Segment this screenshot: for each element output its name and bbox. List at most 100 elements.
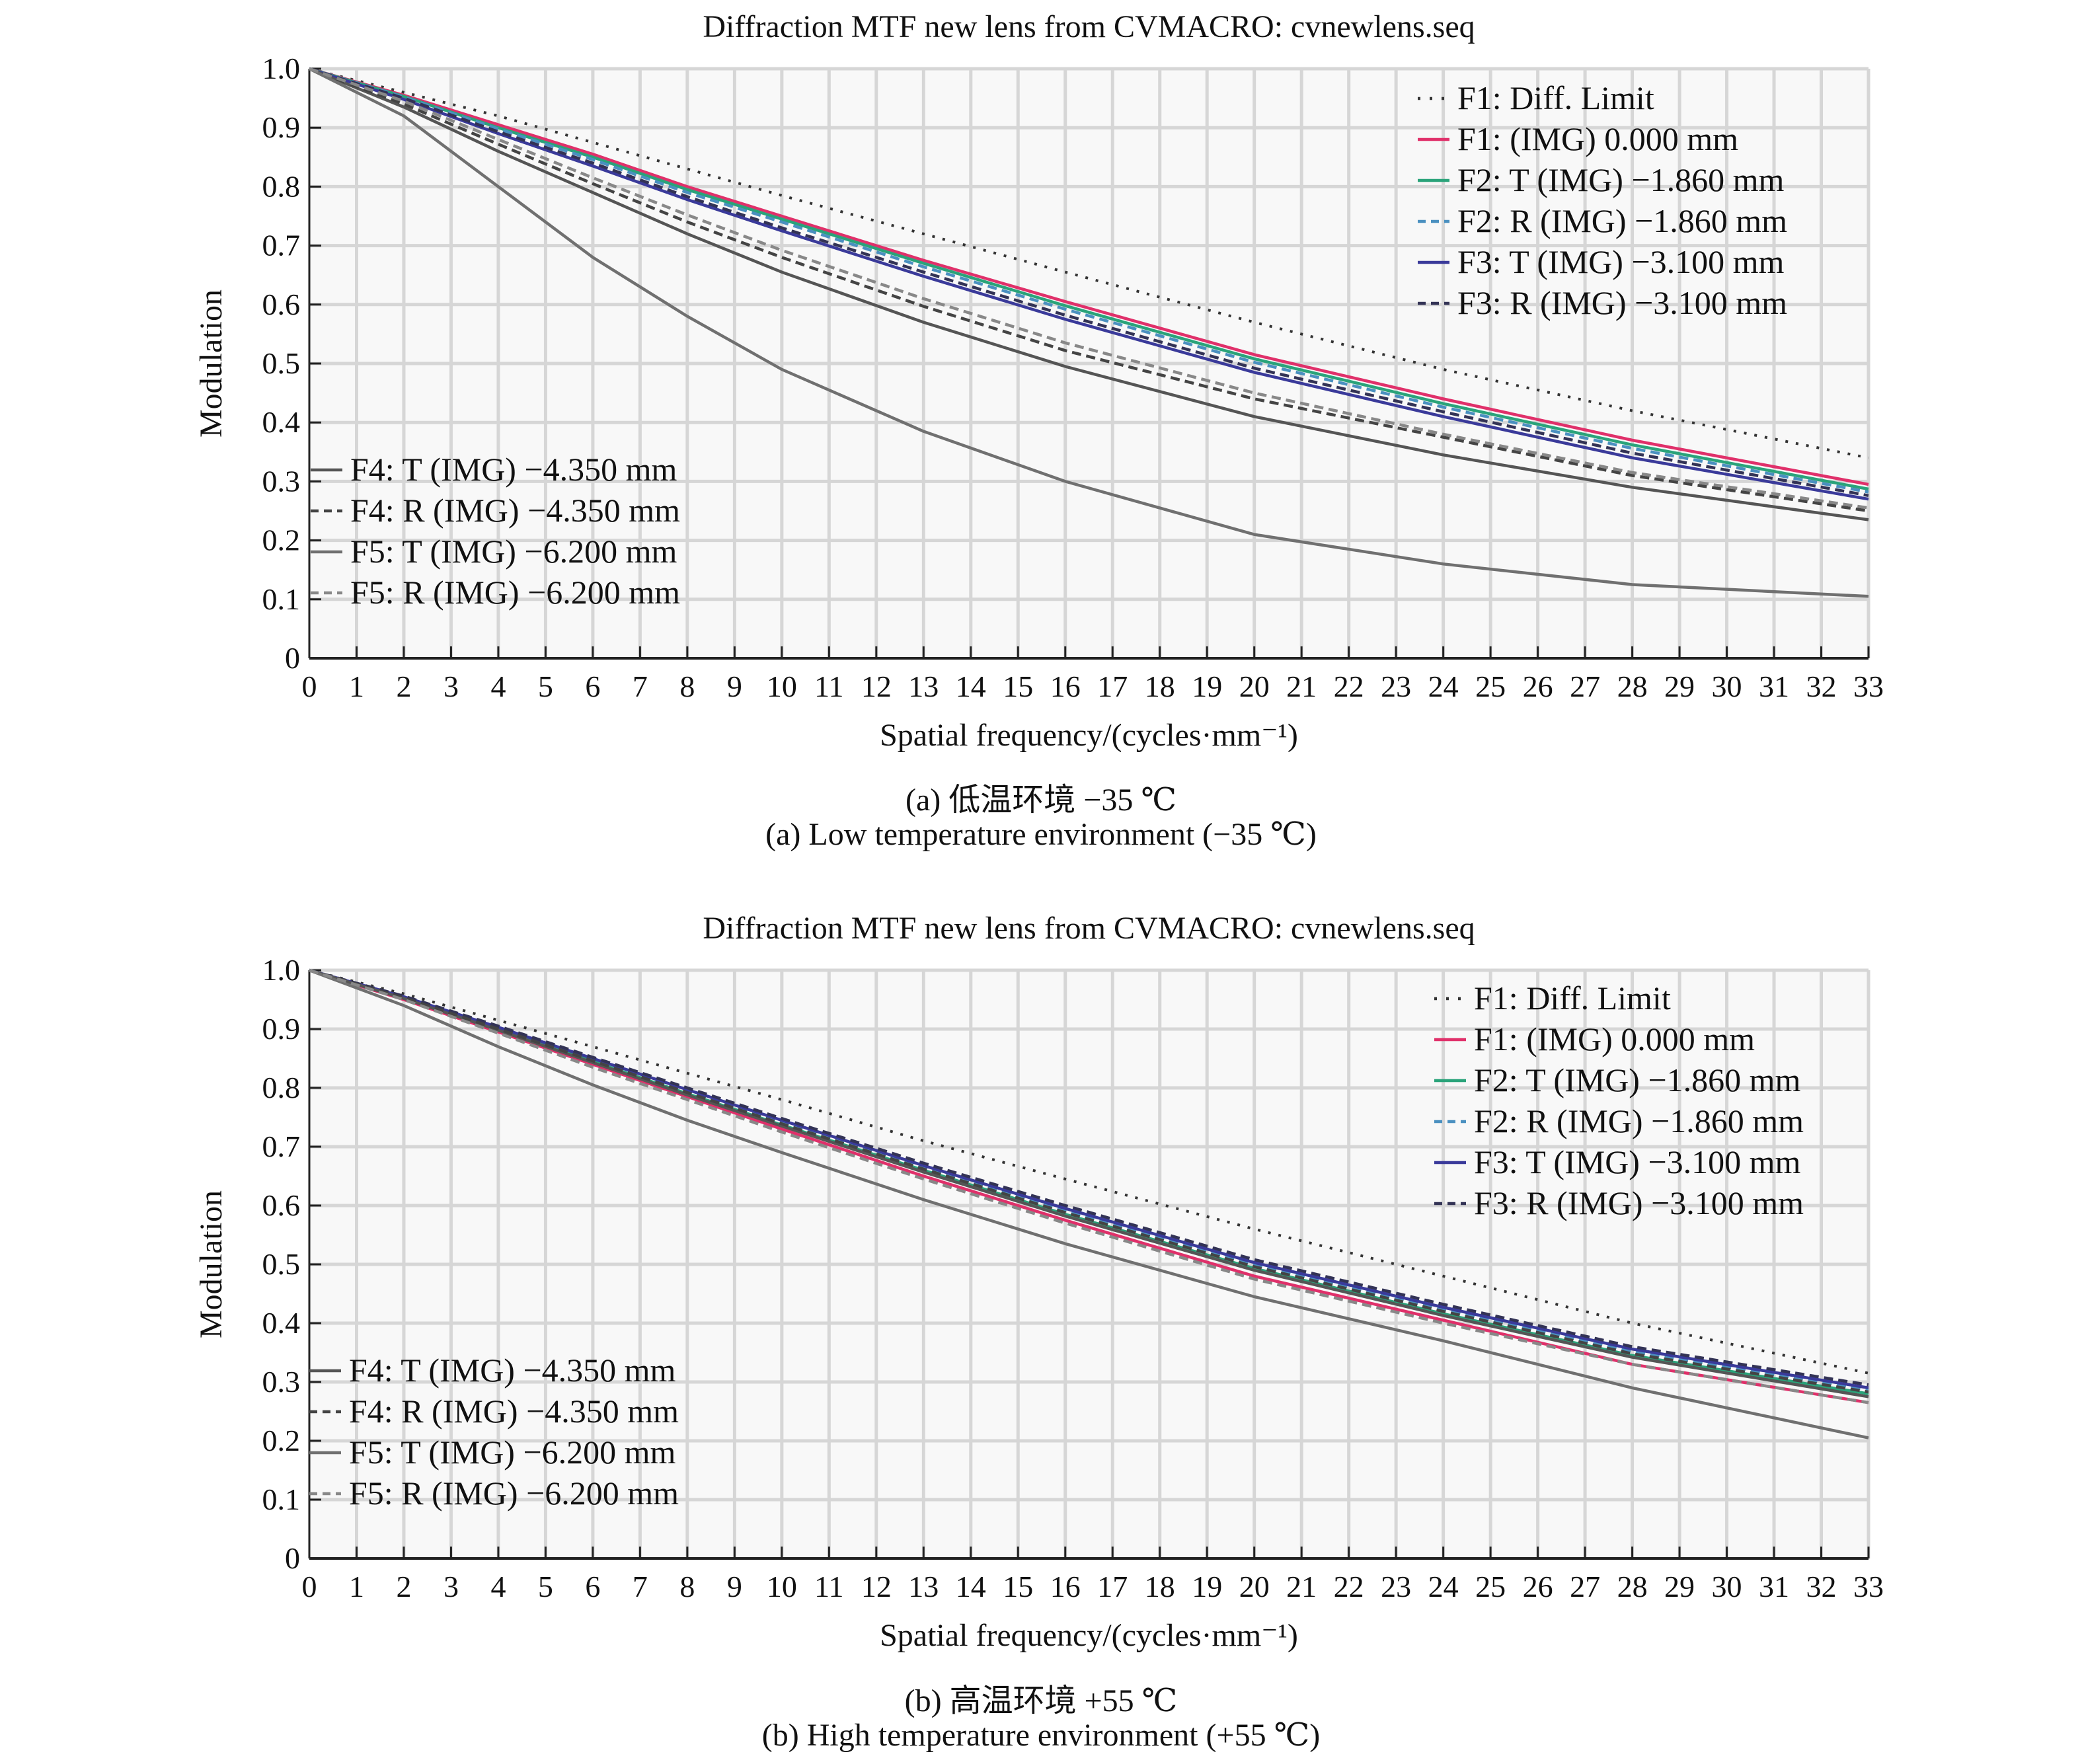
x-tick-label: 20 bbox=[1239, 1570, 1270, 1603]
x-tick-label: 4 bbox=[490, 670, 506, 703]
x-tick-label: 21 bbox=[1286, 670, 1317, 703]
x-tick-label: 15 bbox=[1003, 670, 1033, 703]
x-tick-label: 32 bbox=[1806, 670, 1837, 703]
series-line-7 bbox=[309, 968, 1869, 1394]
x-tick-label: 31 bbox=[1759, 1570, 1789, 1603]
legend-label: F3: T (IMG) −3.100 mm bbox=[1457, 243, 1785, 280]
legend-label: F2: T (IMG) −1.860 mm bbox=[1457, 161, 1785, 198]
x-tick-label: 27 bbox=[1570, 1570, 1600, 1603]
legend-label: F1: Diff. Limit bbox=[1457, 79, 1654, 116]
x-tick-label: 5 bbox=[538, 1570, 553, 1603]
x-tick-label: 11 bbox=[814, 1570, 843, 1603]
x-tick-label: 30 bbox=[1712, 670, 1742, 703]
x-tick-label: 13 bbox=[908, 1570, 939, 1603]
x-tick-label: 20 bbox=[1239, 670, 1270, 703]
x-tick-label: 2 bbox=[396, 670, 411, 703]
series-line-8 bbox=[309, 968, 1869, 1439]
legend-label: F1: (IMG) 0.000 mm bbox=[1457, 120, 1738, 157]
x-tick-label: 3 bbox=[443, 670, 459, 703]
x-tick-label: 33 bbox=[1853, 1570, 1884, 1603]
x-tick-label: 25 bbox=[1475, 1570, 1506, 1603]
y-tick-label: 0 bbox=[285, 1541, 300, 1575]
legend-label: F3: R (IMG) −3.100 mm bbox=[1457, 284, 1787, 321]
series-line-8 bbox=[308, 67, 1869, 598]
legend-label: F5: T (IMG) −6.200 mm bbox=[350, 533, 677, 570]
x-tick-label: 10 bbox=[767, 1570, 797, 1603]
series-line-5 bbox=[309, 968, 1869, 1387]
x-tick-label: 2 bbox=[396, 1570, 411, 1603]
x-tick-label: 15 bbox=[1003, 1570, 1033, 1603]
y-tick-label: 0.2 bbox=[262, 523, 301, 557]
x-tick-label: 28 bbox=[1617, 1570, 1648, 1603]
x-tick-label: 25 bbox=[1475, 670, 1506, 703]
series-line-0 bbox=[309, 67, 1869, 459]
x-tick-label: 13 bbox=[908, 670, 939, 703]
y-tick-label: 0.7 bbox=[262, 1130, 301, 1163]
x-tick-label: 0 bbox=[302, 1570, 317, 1603]
x-tick-label: 27 bbox=[1570, 670, 1600, 703]
y-tick-label: 0.3 bbox=[262, 1365, 301, 1399]
legend-label: F5: R (IMG) −6.200 mm bbox=[349, 1475, 679, 1512]
x-tick-label: 7 bbox=[633, 670, 648, 703]
x-tick-label: 18 bbox=[1145, 1570, 1175, 1603]
x-tick-label: 8 bbox=[679, 1570, 695, 1603]
y-axis-label: Modulation bbox=[194, 289, 229, 438]
x-tick-label: 33 bbox=[1853, 670, 1884, 703]
y-tick-label: 0.1 bbox=[262, 1482, 301, 1516]
x-tick-label: 19 bbox=[1192, 1570, 1222, 1603]
legend-label: F2: T (IMG) −1.860 mm bbox=[1474, 1061, 1801, 1098]
series-line-5 bbox=[309, 67, 1869, 498]
series-line-9 bbox=[309, 67, 1869, 510]
x-tick-label: 1 bbox=[349, 670, 364, 703]
x-tick-label: 1 bbox=[349, 1570, 364, 1603]
legend-label: F4: R (IMG) −4.350 mm bbox=[349, 1393, 679, 1430]
x-tick-label: 16 bbox=[1050, 1570, 1081, 1603]
x-tick-label: 17 bbox=[1097, 670, 1128, 703]
caption-a-cn: (a) 低温环境 −35 ℃ bbox=[905, 783, 1177, 818]
series-line-9 bbox=[309, 968, 1869, 1404]
x-tick-label: 30 bbox=[1712, 1570, 1742, 1603]
series-line-1 bbox=[309, 67, 1869, 486]
x-tick-label: 31 bbox=[1759, 670, 1789, 703]
legend-label: F3: T (IMG) −3.100 mm bbox=[1474, 1143, 1801, 1180]
x-tick-label: 0 bbox=[302, 670, 317, 703]
x-axis-label: Spatial frequency/(cycles·mm⁻¹) bbox=[880, 718, 1298, 753]
x-tick-label: 12 bbox=[861, 670, 892, 703]
legend-label: F1: (IMG) 0.000 mm bbox=[1474, 1020, 1755, 1057]
y-tick-label: 0.8 bbox=[262, 169, 301, 203]
x-tick-label: 26 bbox=[1523, 1570, 1553, 1603]
chart-1: 0 1 2 3 4 5 6 7 8 9 10 11 12 13 14 15 16 17 18 19 20 21 22 23 24… bbox=[194, 911, 1884, 1653]
y-tick-label: 0.9 bbox=[262, 1012, 301, 1046]
legend-label: F4: R (IMG) −4.350 mm bbox=[350, 492, 680, 529]
x-tick-label: 9 bbox=[727, 670, 742, 703]
chart-0: 0 1 2 3 4 5 6 7 8 9 10 11 12 13 14 15 16 17 18 19 20 21 22 23 24… bbox=[194, 9, 1884, 753]
y-tick-label: 0.9 bbox=[262, 110, 301, 144]
legend-label: F2: R (IMG) −1.860 mm bbox=[1457, 202, 1787, 239]
x-tick-label: 6 bbox=[585, 670, 600, 703]
legend-label: F4: T (IMG) −4.350 mm bbox=[349, 1352, 676, 1389]
x-tick-label: 9 bbox=[727, 1570, 742, 1603]
x-tick-label: 17 bbox=[1097, 1570, 1128, 1603]
y-tick-label: 0.6 bbox=[262, 288, 301, 321]
chart-title: Diffraction MTF new lens from CVMACRO: c… bbox=[703, 911, 1475, 946]
x-axis-label: Spatial frequency/(cycles·mm⁻¹) bbox=[880, 1618, 1298, 1653]
y-tick-label: 0.2 bbox=[262, 1424, 301, 1457]
y-tick-label: 0 bbox=[285, 641, 300, 675]
y-axis-label: Modulation bbox=[194, 1190, 229, 1338]
x-tick-label: 10 bbox=[767, 670, 797, 703]
y-tick-label: 1.0 bbox=[262, 52, 301, 85]
y-tick-label: 0.3 bbox=[262, 464, 301, 498]
x-tick-label: 32 bbox=[1806, 1570, 1837, 1603]
x-tick-label: 26 bbox=[1523, 670, 1553, 703]
x-tick-label: 29 bbox=[1664, 1570, 1695, 1603]
legend-label: F2: R (IMG) −1.860 mm bbox=[1474, 1102, 1804, 1139]
x-tick-label: 19 bbox=[1192, 670, 1222, 703]
x-tick-label: 7 bbox=[633, 1570, 648, 1603]
x-tick-label: 8 bbox=[679, 670, 695, 703]
caption-b-cn: (b) 高温环境 +55 ℃ bbox=[904, 1683, 1178, 1718]
x-tick-label: 5 bbox=[538, 670, 553, 703]
y-tick-label: 0.5 bbox=[262, 1247, 301, 1281]
legend-label: F5: T (IMG) −6.200 mm bbox=[349, 1434, 676, 1471]
y-tick-label: 0.5 bbox=[262, 346, 301, 380]
